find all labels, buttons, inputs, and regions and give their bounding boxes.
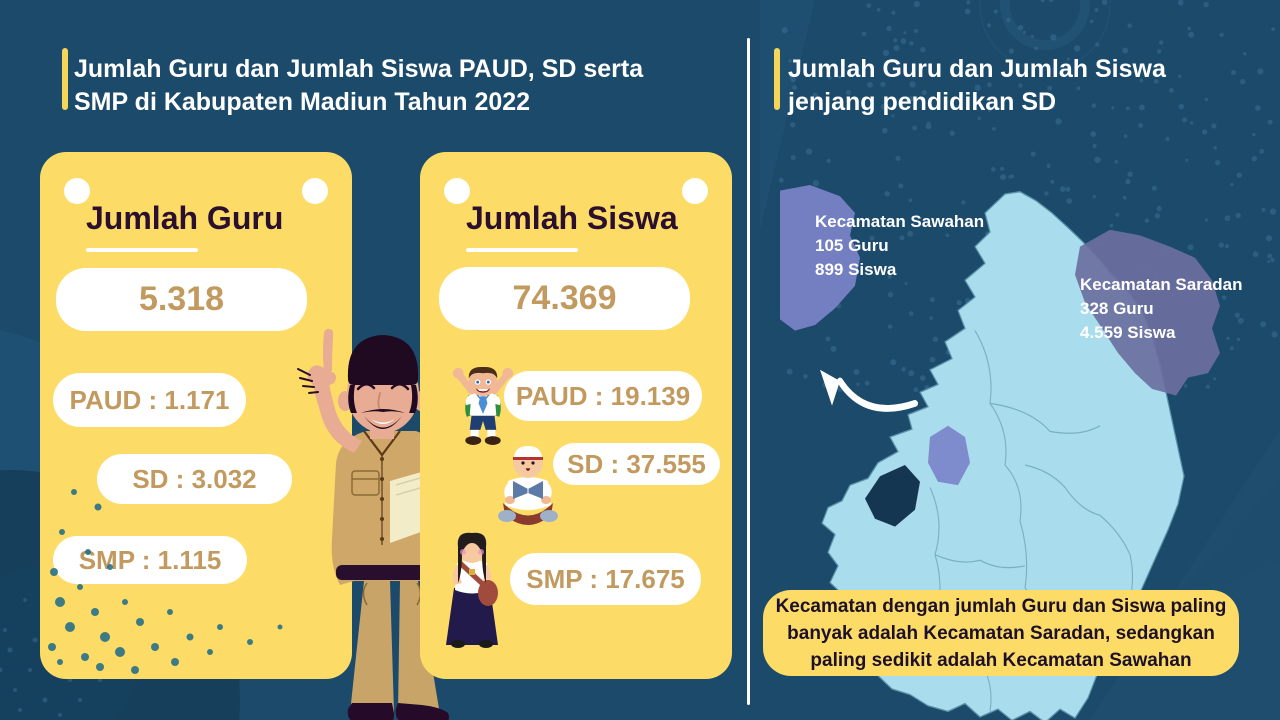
svg-text:Kecamatan Sawahan: Kecamatan Sawahan: [815, 212, 984, 231]
svg-text:4.559 Siswa: 4.559 Siswa: [1080, 323, 1176, 342]
svg-text:Kecamatan Saradan: Kecamatan Saradan: [1080, 275, 1243, 294]
svg-text:105 Guru: 105 Guru: [815, 236, 889, 255]
svg-text:899 Siswa: 899 Siswa: [815, 260, 897, 279]
svg-text:328 Guru: 328 Guru: [1080, 299, 1154, 318]
